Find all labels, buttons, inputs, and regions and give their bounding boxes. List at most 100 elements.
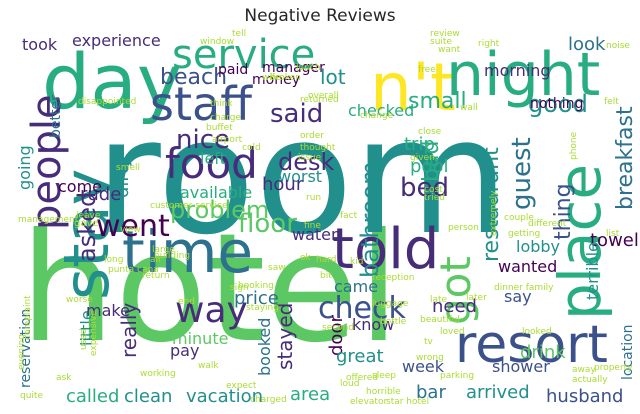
word-person: person bbox=[448, 223, 479, 233]
word-different: different bbox=[528, 219, 567, 229]
word-felt: felt bbox=[604, 97, 619, 107]
word-location: location bbox=[620, 324, 636, 380]
word-food: food bbox=[165, 139, 258, 188]
word-property: property bbox=[594, 363, 633, 373]
word-tell: tell bbox=[232, 29, 246, 39]
word-order: order bbox=[300, 131, 324, 141]
word-got: got bbox=[431, 256, 480, 325]
word-long: long bbox=[104, 255, 123, 265]
word-come: come bbox=[58, 177, 102, 196]
word-management: management bbox=[18, 215, 79, 225]
word-night: night bbox=[446, 40, 600, 110]
word-paid: paid bbox=[218, 62, 248, 78]
word-little: little bbox=[77, 310, 96, 346]
word-looked: looked bbox=[522, 327, 552, 337]
word-kid: kid bbox=[350, 257, 363, 267]
word-terrible: terrible bbox=[583, 242, 602, 300]
word-need: need bbox=[432, 296, 477, 317]
word-asked: asked bbox=[73, 192, 101, 262]
word-second: second bbox=[322, 323, 354, 333]
word-bit: bit bbox=[320, 271, 332, 281]
word-vacation: vacation bbox=[186, 386, 263, 407]
word-close: close bbox=[418, 127, 442, 137]
word-tried: tried bbox=[424, 193, 445, 203]
word-dirty: dirty bbox=[112, 156, 133, 198]
word-service: service bbox=[172, 32, 315, 78]
word-bathroom: bathroom bbox=[356, 161, 384, 278]
word-luggage: luggage bbox=[372, 299, 409, 309]
word-nothing: nothing bbox=[530, 96, 583, 112]
word-arrived: arrived bbox=[466, 382, 530, 403]
word-called: called bbox=[66, 386, 119, 407]
word-going: going bbox=[15, 145, 34, 190]
word-week: week bbox=[402, 357, 445, 376]
word-away: away bbox=[572, 365, 596, 375]
word-worst: worst bbox=[278, 167, 322, 186]
word-used: used bbox=[79, 328, 89, 350]
word-thing: thing bbox=[551, 183, 576, 240]
word-sleep: sleep bbox=[372, 371, 396, 381]
word-charge: charge bbox=[210, 113, 241, 123]
word-day: day bbox=[42, 37, 182, 126]
word-trip: trip bbox=[404, 134, 435, 155]
word-wrong: wrong bbox=[416, 353, 444, 363]
word-better: better bbox=[48, 95, 64, 138]
word-evening: evening bbox=[17, 334, 27, 370]
word-return: return bbox=[142, 271, 170, 281]
word-wanted: wanted bbox=[498, 257, 557, 276]
word-given: given bbox=[410, 153, 435, 163]
word-booked: booked bbox=[255, 318, 274, 376]
word-extremely: extremely bbox=[489, 190, 499, 236]
word-ok: ok bbox=[300, 253, 312, 263]
word-offered: offered bbox=[346, 373, 378, 383]
word-expect: expect bbox=[226, 381, 257, 391]
word-money: money bbox=[252, 72, 300, 88]
word-charged: charged bbox=[250, 395, 287, 405]
word-reception: reception bbox=[372, 273, 414, 283]
word-saw: saw bbox=[268, 263, 286, 273]
word-really: really bbox=[117, 303, 141, 358]
word-hour: hour bbox=[262, 174, 304, 195]
word-area: area bbox=[290, 384, 330, 405]
word-review: review bbox=[430, 29, 460, 39]
word-beach: beach bbox=[160, 65, 227, 90]
word-end: end bbox=[178, 297, 195, 307]
word-good: good bbox=[528, 90, 588, 118]
word-working: working bbox=[140, 369, 176, 379]
word-airport: airport bbox=[212, 135, 243, 145]
word-getting: getting bbox=[508, 229, 540, 239]
word-couple: couple bbox=[504, 213, 534, 223]
word-wife: wife bbox=[262, 73, 281, 83]
word-thought: thought bbox=[300, 143, 336, 153]
word-walk: walk bbox=[198, 361, 219, 371]
word-said: said bbox=[270, 99, 323, 129]
word-view: view bbox=[120, 225, 141, 235]
word-restaurant: restaurant bbox=[479, 147, 504, 262]
word-say: say bbox=[504, 287, 532, 306]
word-gave: gave bbox=[74, 218, 99, 229]
word-buffet: buffet bbox=[206, 123, 233, 133]
word-manager: manager bbox=[262, 60, 325, 76]
word-wall: wall bbox=[460, 103, 478, 113]
word-husband: husband bbox=[546, 386, 623, 407]
word-bad: bad bbox=[419, 141, 444, 182]
word-change: change bbox=[360, 111, 394, 121]
word-guest: guest bbox=[507, 137, 537, 210]
word-suite: suite bbox=[430, 37, 452, 47]
word-complaint: complaint bbox=[23, 295, 33, 340]
word-n-t: n't bbox=[370, 49, 456, 126]
word-elevator: elevator bbox=[350, 397, 387, 407]
word-pool: pool bbox=[410, 156, 448, 177]
word-punta-cana: punta cana bbox=[108, 265, 159, 275]
word-left: left bbox=[200, 149, 226, 168]
word-customer-service: customer service bbox=[150, 201, 228, 211]
word-late: late bbox=[430, 295, 448, 305]
word-shower: shower bbox=[492, 357, 550, 376]
chart-title: Negative Reviews bbox=[244, 6, 396, 26]
word-water: water bbox=[292, 225, 338, 244]
word-problem: problem bbox=[170, 196, 269, 224]
word-overall: overall bbox=[308, 91, 339, 101]
word-beautiful: beautiful bbox=[420, 315, 460, 325]
word-horrible: horrible bbox=[366, 387, 401, 397]
